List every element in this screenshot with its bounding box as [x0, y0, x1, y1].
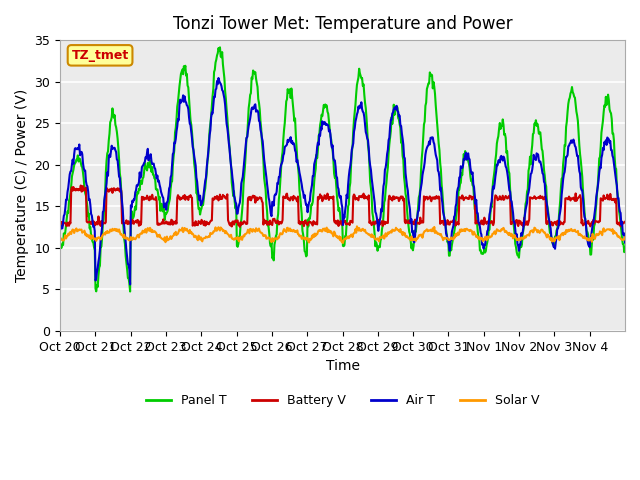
Text: TZ_tmet: TZ_tmet — [72, 49, 129, 62]
X-axis label: Time: Time — [326, 359, 360, 373]
Legend: Panel T, Battery V, Air T, Solar V: Panel T, Battery V, Air T, Solar V — [141, 389, 544, 412]
Y-axis label: Temperature (C) / Power (V): Temperature (C) / Power (V) — [15, 89, 29, 282]
Title: Tonzi Tower Met: Temperature and Power: Tonzi Tower Met: Temperature and Power — [173, 15, 513, 33]
